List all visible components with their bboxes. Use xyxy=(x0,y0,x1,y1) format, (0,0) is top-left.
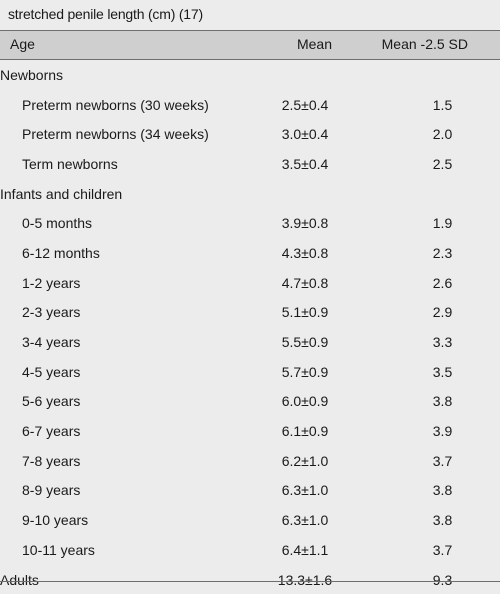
cell-age: Infants and children xyxy=(0,185,123,202)
cell-age: Adults xyxy=(0,571,39,588)
cell-age: 6-12 months xyxy=(22,244,100,261)
table-row: 5-6 years 6.0±0.9 3.8 xyxy=(0,387,500,417)
data-table: Newborns Preterm newborns (30 weeks) 2.5±0… xyxy=(0,60,500,594)
table-row: 1-2 years 4.7±0.8 2.6 xyxy=(0,268,500,298)
cell-age: 4-5 years xyxy=(22,363,81,380)
table-row: 2-3 years 5.1±0.9 2.9 xyxy=(0,298,500,328)
cell-mean-minus-2-5-sd: 2.6 xyxy=(432,274,453,291)
cell-mean-minus-2-5-sd: 3.8 xyxy=(432,393,453,410)
cell-mean: 5.7±0.9 xyxy=(281,363,329,380)
cell-mean: 3.9±0.8 xyxy=(281,215,329,232)
table-caption: stretched penile length (cm) (17) xyxy=(8,6,203,22)
table-row: 10-11 years 6.4±1.1 3.7 xyxy=(0,535,500,565)
column-header-age: Age xyxy=(10,36,35,52)
cell-mean: 5.1±0.9 xyxy=(281,304,329,321)
cell-mean-minus-2-5-sd: 1.5 xyxy=(432,96,453,113)
group-row: Adults 13.3±1.6 9.3 xyxy=(0,565,500,594)
cell-mean-minus-2-5-sd xyxy=(385,60,500,90)
cell-age: 8-9 years xyxy=(22,482,81,499)
cell-mean: 4.3±0.8 xyxy=(281,244,329,261)
cell-age: 10-11 years xyxy=(22,541,95,558)
caption-band: stretched penile length (cm) (17) xyxy=(0,0,500,30)
cell-age: Preterm newborns (34 weeks) xyxy=(22,126,209,143)
column-header-mean: Mean xyxy=(296,36,332,52)
cell-mean-minus-2-5-sd: 3.8 xyxy=(432,512,453,529)
table-row: 3-4 years 5.5±0.9 3.3 xyxy=(0,327,500,357)
cell-mean-minus-2-5-sd: 9.3 xyxy=(432,571,453,588)
cell-age: Newborns xyxy=(0,66,64,83)
cell-mean: 4.7±0.8 xyxy=(281,274,329,291)
table-row: Preterm newborns (34 weeks) 3.0±0.4 2.0 xyxy=(0,119,500,149)
table-row: 9-10 years 6.3±1.0 3.8 xyxy=(0,505,500,535)
cell-mean: 6.4±1.1 xyxy=(281,541,329,558)
table-row: Term newborns 3.5±0.4 2.5 xyxy=(0,149,500,179)
table-row: 7-8 years 6.2±1.0 3.7 xyxy=(0,446,500,476)
cell-age: 9-10 years xyxy=(22,512,89,529)
table-row: 6-7 years 6.1±0.9 3.9 xyxy=(0,416,500,446)
cell-age: 7-8 years xyxy=(22,452,81,469)
group-row: Newborns xyxy=(0,60,500,90)
cell-mean-minus-2-5-sd: 3.5 xyxy=(432,363,453,380)
cell-age: 2-3 years xyxy=(22,304,81,321)
cell-mean-minus-2-5-sd: 3.3 xyxy=(432,334,453,351)
cell-mean-minus-2-5-sd: 3.7 xyxy=(432,541,453,558)
cell-mean-minus-2-5-sd: 3.9 xyxy=(432,423,453,440)
cell-mean-minus-2-5-sd: 2.0 xyxy=(432,126,453,143)
table-row: 4-5 years 5.7±0.9 3.5 xyxy=(0,357,500,387)
cell-mean: 6.3±1.0 xyxy=(281,482,329,499)
cell-mean-minus-2-5-sd xyxy=(385,179,500,209)
cell-mean xyxy=(225,179,385,209)
cell-mean-minus-2-5-sd: 3.8 xyxy=(432,482,453,499)
cell-mean-minus-2-5-sd: 1.9 xyxy=(432,215,453,232)
table-header: Age Mean Mean -2.5 SD xyxy=(0,30,500,60)
cell-age: Preterm newborns (30 weeks) xyxy=(22,96,209,113)
table-body: Newborns Preterm newborns (30 weeks) 2.5±0… xyxy=(0,60,500,594)
cell-mean: 6.3±1.0 xyxy=(281,512,329,529)
cell-mean-minus-2-5-sd: 2.5 xyxy=(432,155,453,172)
cell-age: 5-6 years xyxy=(22,393,81,410)
table-row: 8-9 years 6.3±1.0 3.8 xyxy=(0,476,500,506)
cell-mean: 3.5±0.4 xyxy=(281,155,329,172)
cell-mean: 5.5±0.9 xyxy=(281,334,329,351)
cell-mean-minus-2-5-sd: 3.7 xyxy=(432,452,453,469)
cell-age: Term newborns xyxy=(22,155,118,172)
cell-mean-minus-2-5-sd: 2.9 xyxy=(432,304,453,321)
cell-mean: 13.3±1.6 xyxy=(277,571,333,588)
cell-mean xyxy=(225,60,385,90)
cell-age: 3-4 years xyxy=(22,334,81,351)
cell-age: 6-7 years xyxy=(22,423,81,440)
cell-mean: 6.2±1.0 xyxy=(281,452,329,469)
cell-mean: 6.1±0.9 xyxy=(281,423,329,440)
table-row: 6-12 months 4.3±0.8 2.3 xyxy=(0,238,500,268)
column-header-sd: Mean -2.5 SD xyxy=(381,36,468,52)
cell-mean-minus-2-5-sd: 2.3 xyxy=(432,244,453,261)
cell-age: 1-2 years xyxy=(22,274,81,291)
cell-age: 0-5 months xyxy=(22,215,93,232)
cell-mean: 2.5±0.4 xyxy=(281,96,329,113)
table-row: Preterm newborns (30 weeks) 2.5±0.4 1.5 xyxy=(0,90,500,120)
group-row: Infants and children xyxy=(0,179,500,209)
cell-mean: 3.0±0.4 xyxy=(281,126,329,143)
table-row: 0-5 months 3.9±0.8 1.9 xyxy=(0,208,500,238)
cell-mean: 6.0±0.9 xyxy=(281,393,329,410)
